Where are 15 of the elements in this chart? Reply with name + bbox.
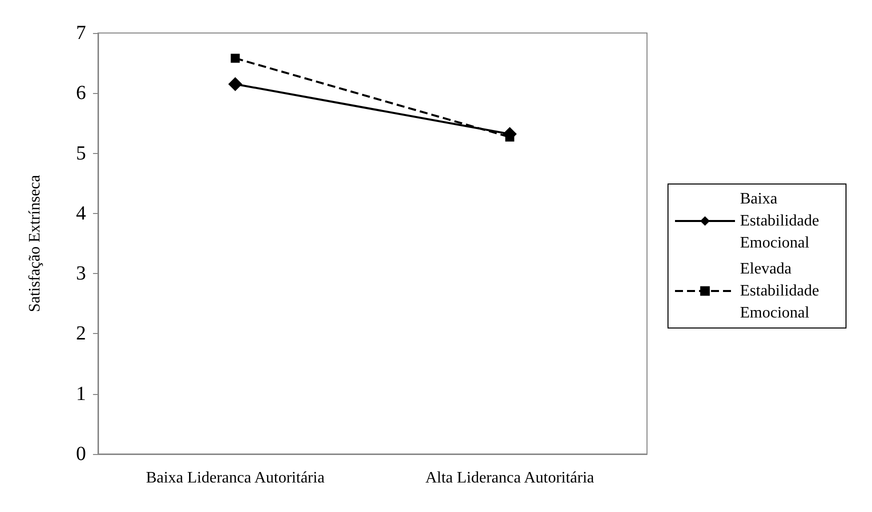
x-tick-label: Alta Lideranca Autoritária: [425, 470, 594, 486]
y-tick-label: 3: [76, 262, 86, 285]
y-tick-label: 2: [76, 322, 86, 345]
x-tick-label: Baixa Lideranca Autoritária: [146, 470, 325, 486]
point: [230, 54, 240, 63]
y-axis-title: Satisfação Extrínseca: [26, 174, 44, 312]
legend-label: Baixa Estabilidade Emocional: [740, 190, 824, 252]
y-tick-label: 4: [76, 202, 86, 224]
y-tick-label: 1: [76, 382, 86, 405]
y-tick-label: 0: [76, 443, 86, 465]
y-tick-label: 5: [76, 142, 86, 164]
legend-label: Elevada Estabilidade Emocional: [740, 260, 824, 322]
point: [228, 77, 242, 92]
y-tick-label: 6: [76, 82, 86, 104]
y-tick-label: 7: [76, 22, 86, 44]
